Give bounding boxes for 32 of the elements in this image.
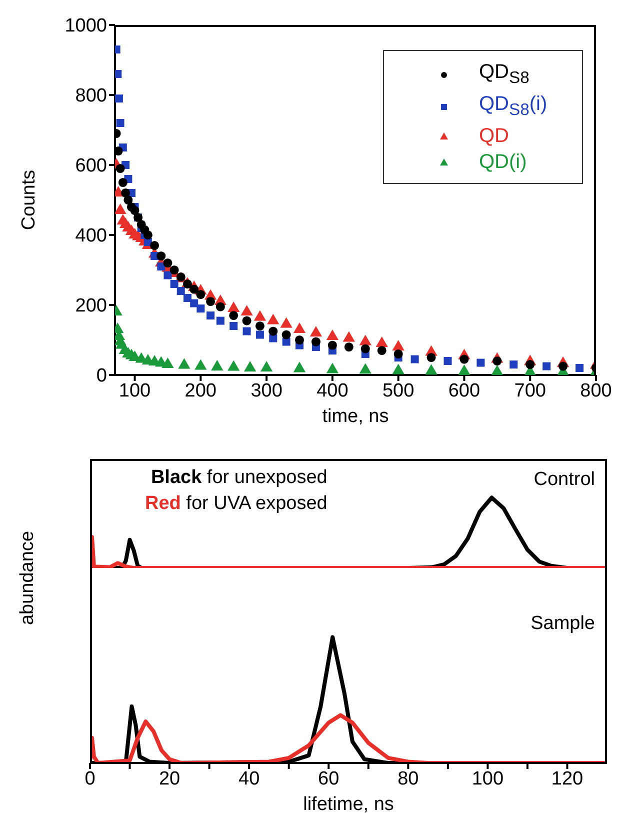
y-tick-label: 800 <box>75 86 107 107</box>
x-tick-label: 500 <box>382 380 414 402</box>
x-tick-label: 80 <box>398 768 419 790</box>
y-tick-label: 0 <box>96 366 107 387</box>
x-tick-label: 200 <box>184 380 217 402</box>
legend-label: QD(i) <box>479 150 527 175</box>
text: Black for unexposed <box>150 466 328 490</box>
y-tick-label: 200 <box>75 296 107 317</box>
legend-label: QD <box>479 124 509 149</box>
y-tick-label: 400 <box>75 226 107 247</box>
x-axis-title: time, ns <box>322 406 389 427</box>
x-tick-label: 600 <box>448 380 480 402</box>
x-tick-label: 300 <box>250 380 282 402</box>
y-tick-label: 600 <box>75 156 107 177</box>
x-tick-label: 800 <box>580 380 612 402</box>
x-tick-label: 400 <box>316 380 348 402</box>
x-axis-title: lifetime, ns <box>303 794 394 813</box>
chart-title: Sample <box>530 613 595 634</box>
y-tick-label: 1000 <box>64 16 107 37</box>
chart-title: Control <box>534 469 595 490</box>
x-tick-label: 40 <box>238 768 260 790</box>
x-tick-label: 100 <box>118 380 151 402</box>
legend-label: QD$_{S8}$(i) <box>479 92 548 121</box>
y-axis-title: Counts <box>18 170 40 230</box>
x-tick-label: 700 <box>514 380 546 402</box>
x-tick-label: 120 <box>551 768 584 790</box>
x-tick-label: 20 <box>158 768 180 790</box>
annotation: Red for UVA exposed <box>145 492 328 516</box>
legend-label: QD$_{S8}$ <box>479 60 530 89</box>
x-tick-label: 60 <box>318 768 340 790</box>
y-axis-title: abundance <box>17 530 38 626</box>
x-tick-label: 100 <box>472 768 504 790</box>
